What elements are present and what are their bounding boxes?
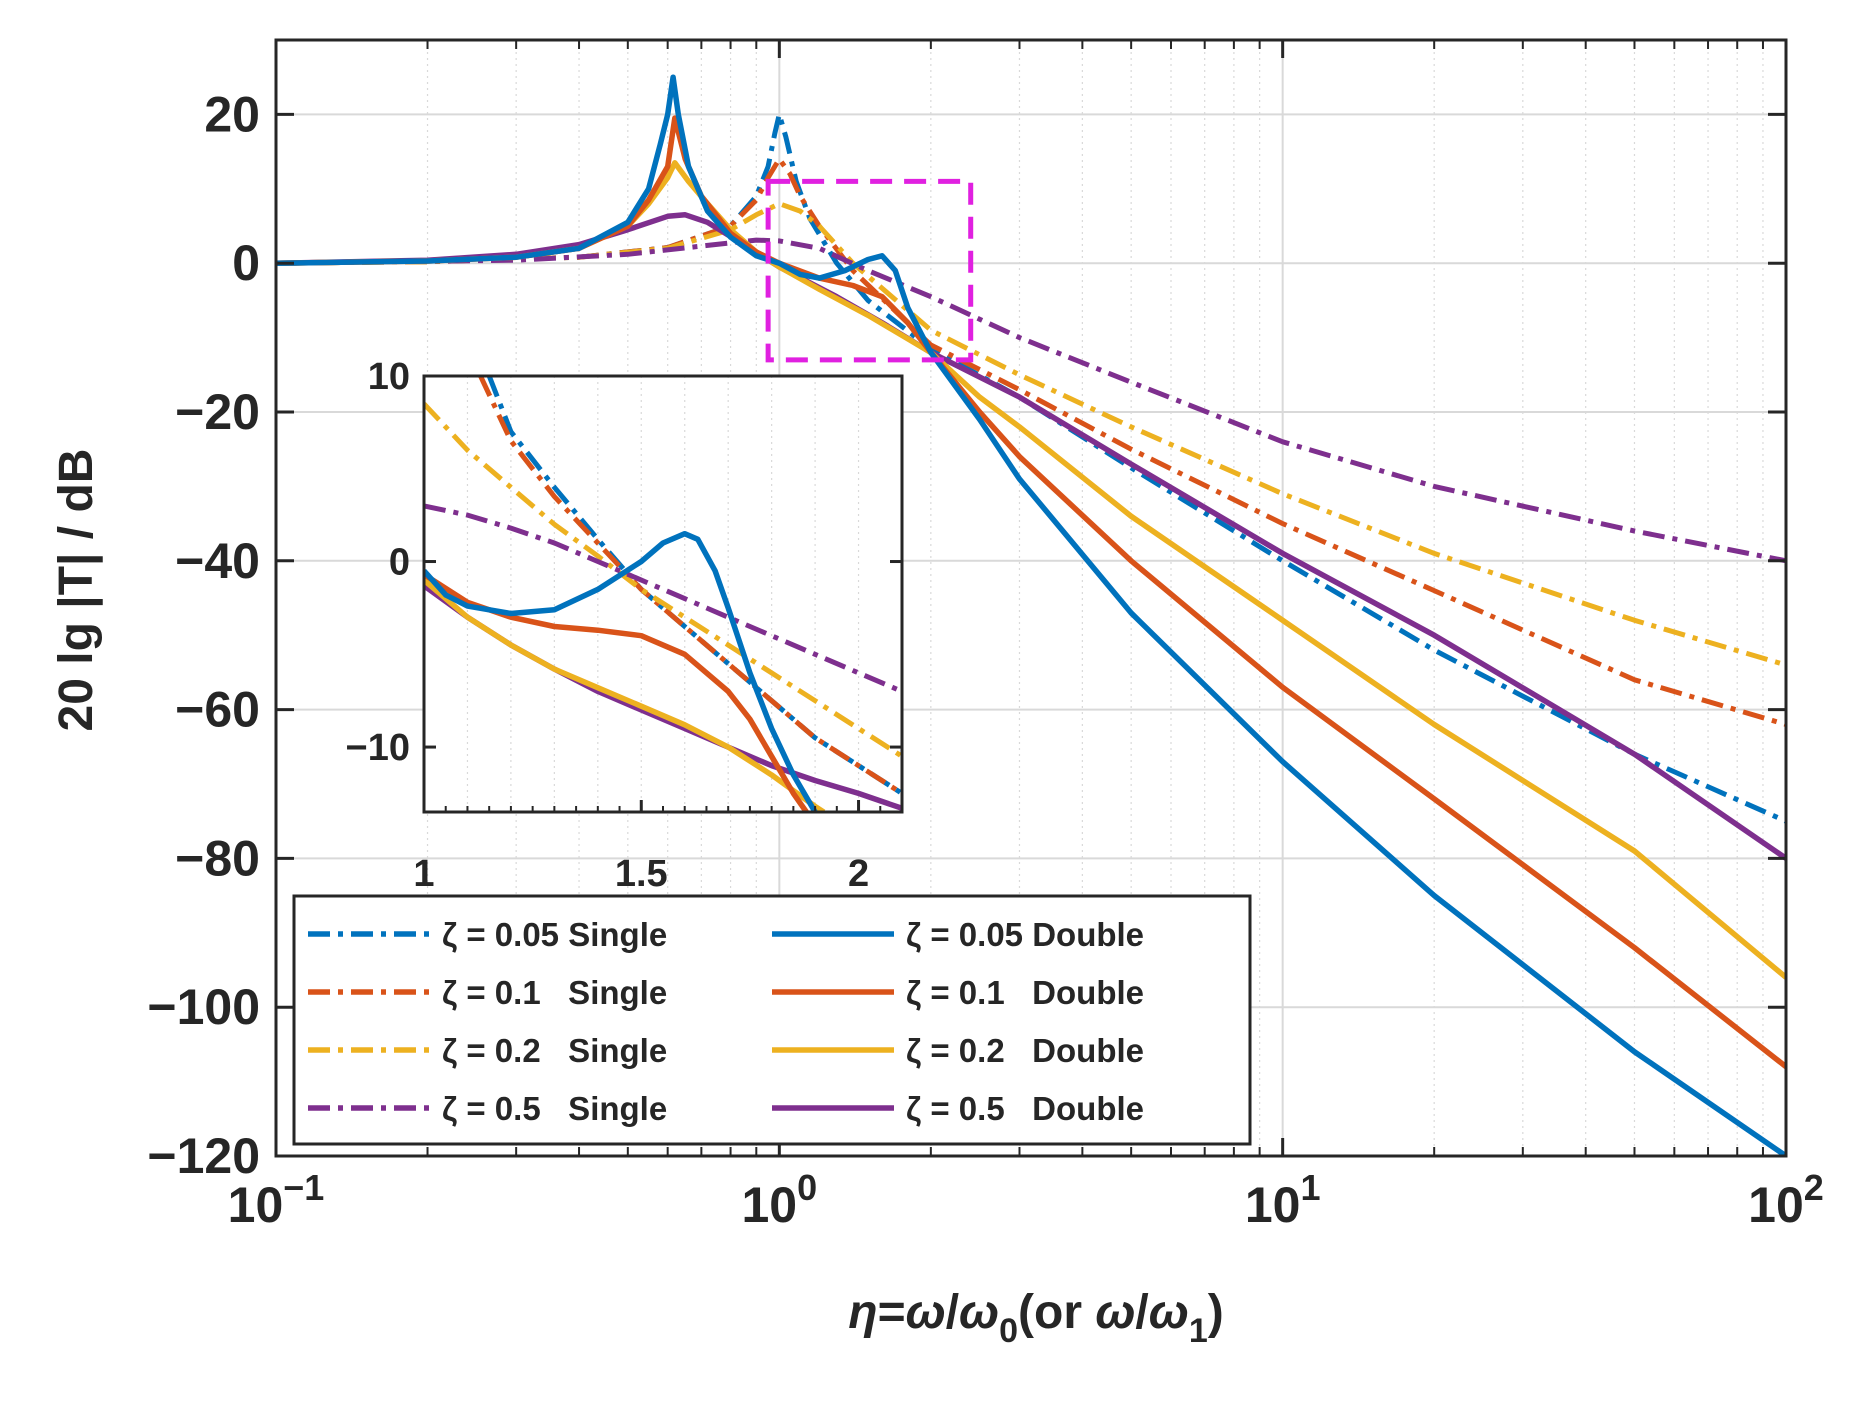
inset-series-group [424,376,902,812]
legend-label: ζ = 0.5 Single [442,1090,667,1127]
y-tick-label: 20 [204,86,260,142]
x-tick-exponent: −1 [283,1167,324,1208]
x-title-sub1: 1 [1189,1312,1208,1350]
legend-label: ζ = 0.1 Double [906,974,1144,1011]
legend-entry: ζ = 0.2 Double [772,1032,1144,1069]
legend-entry: ζ = 0.05 Single [308,916,667,953]
inset-background [424,376,902,812]
x-tick-base: 10 [1245,1177,1301,1233]
x-title-eta: η [848,1286,877,1339]
inset-grid [466,376,860,812]
series-line-double-zeta-0_05 [276,74,1786,1156]
series-line-single-zeta-0_05 [276,111,1786,824]
y-tick-label: 0 [232,235,260,291]
series-line-single-zeta-0_5 [276,237,1786,564]
x-tick-exponent: 1 [1300,1167,1320,1208]
x-title-close: ) [1208,1286,1224,1339]
x-tick-exponent: 2 [1804,1167,1824,1208]
x-axis-title: η=ω/ω0(or ω/ω1) [848,1286,1223,1350]
x-tick-label: 101 [1245,1167,1321,1233]
y-tick-label: −80 [175,830,260,886]
x-tick-exponent: 0 [797,1167,817,1208]
y-tick-label: −20 [175,384,260,440]
main-axes [274,38,1788,1158]
y-tick-label: −60 [175,682,260,738]
y-axis-title: 20 lg |T| / dB [50,449,103,732]
x-title-omega: ω [1095,1286,1135,1339]
x-title-omega: ω [1149,1286,1189,1339]
legend-entry: ζ = 0.5 Single [308,1090,667,1127]
legend-label: ζ = 0.5 Double [906,1090,1144,1127]
inset-series-line [478,376,902,796]
legend-entry: ζ = 0.5 Double [772,1090,1144,1127]
x-tick-label: 100 [742,1167,818,1233]
x-title-open: (or [1018,1286,1095,1339]
inset-y-tick-label: 0 [389,542,410,584]
y-tick-label: −40 [175,533,260,589]
legend-label: ζ = 0.05 Single [442,916,667,953]
legend-label: ζ = 0.05 Double [906,916,1144,953]
legend-entries: ζ = 0.05 Single ζ = 0.05 Double ζ = 0.1 Si… [308,916,1144,1127]
x-title-omega: ω [906,1286,946,1339]
inset-x-tick-label: 1.5 [615,853,668,895]
x-tick-labels: 10−1 100 101 102 [228,1167,1824,1233]
y-tick-label: −120 [147,1128,260,1184]
x-tick-label: 10−1 [228,1167,325,1233]
x-title-sub0: 0 [999,1312,1018,1350]
inset-series-line [486,376,902,796]
legend-label: ζ = 0.2 Single [442,1032,667,1069]
legend-label: ζ = 0.1 Single [442,974,667,1011]
x-tick-label: 102 [1748,1167,1824,1233]
main-series-group [276,74,1786,1156]
legend-label: ζ = 0.2 Double [906,1032,1144,1069]
inset-tick-labels: 10 0 −10 1 1.5 2 [346,356,902,895]
inset-series-line [424,530,818,812]
y-tick-label: −100 [147,979,260,1035]
y-tick-labels: 20 0 −20 −40 −60 −80 −100 −120 [147,86,260,1184]
inset-x-tick-label: 2 [848,853,869,895]
inset-y-tick-label: 10 [368,356,410,398]
legend-entry: ζ = 0.2 Single [308,1032,667,1069]
inset-y-tick-label: −10 [346,727,410,769]
x-title-eq: = [878,1286,906,1339]
inset-x-tick-label: 1 [413,853,434,895]
plot-frame [274,38,1788,1158]
legend-entry: ζ = 0.1 Double [772,974,1144,1011]
inset-zoom-plot: 10 0 −10 1 1.5 2 [346,356,904,895]
legend: ζ = 0.05 Single ζ = 0.05 Double ζ = 0.1 Si… [292,894,1252,1146]
legend-entry: ζ = 0.05 Double [772,916,1144,953]
x-tick-base: 10 [742,1177,798,1233]
x-title-slash: / [1135,1286,1148,1339]
x-tick-base: 10 [228,1177,284,1233]
inset-series-line [424,402,902,759]
x-title-omega: ω [959,1286,999,1339]
legend-entry: ζ = 0.1 Single [308,974,667,1011]
x-title-slash: / [946,1286,959,1339]
zoom-region-box [765,178,974,363]
x-tick-base: 10 [1748,1177,1804,1233]
legend-box [292,894,1252,1146]
